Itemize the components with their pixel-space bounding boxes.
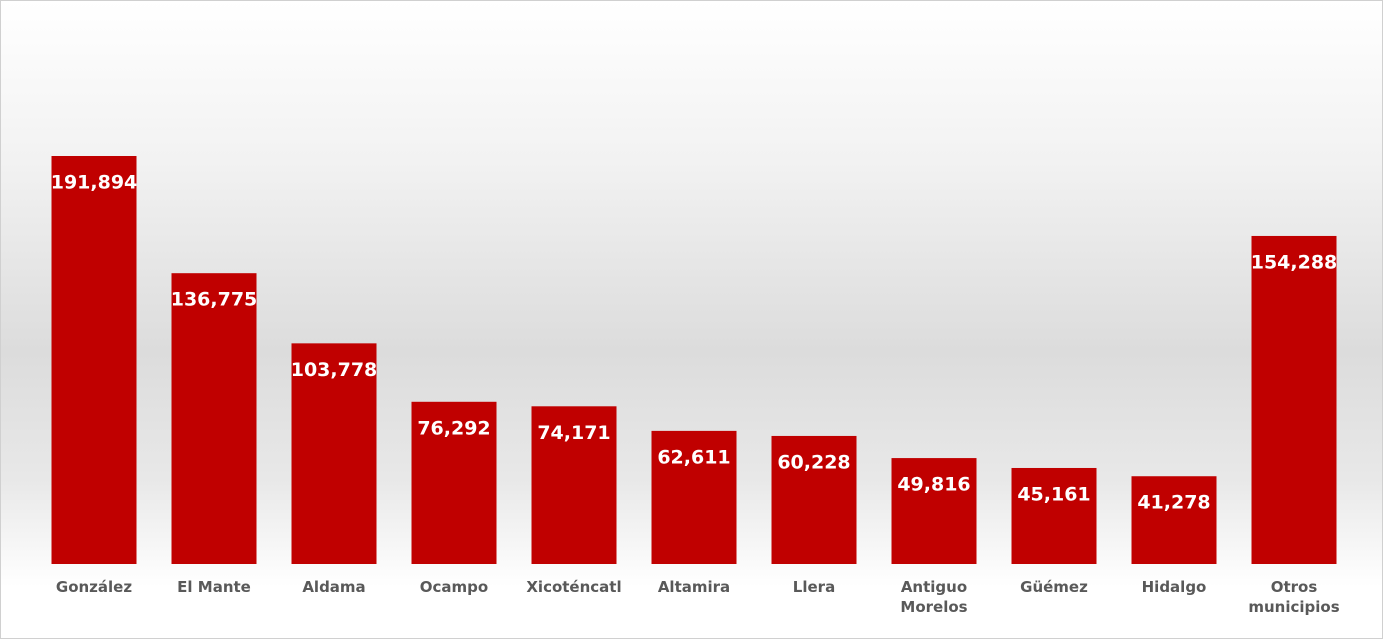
category-label: Hidalgo	[1141, 578, 1207, 596]
value-label: 74,171	[537, 422, 610, 444]
category-label: Güémez	[1020, 578, 1088, 596]
value-label: 154,288	[1251, 251, 1338, 273]
category-label: Aldama	[302, 578, 366, 596]
value-label: 76,292	[417, 417, 490, 439]
bar	[1131, 476, 1217, 564]
value-label: 41,278	[1137, 492, 1210, 514]
value-label: 45,161	[1017, 483, 1090, 505]
category-label: Altamira	[657, 578, 731, 596]
category-label: González	[55, 578, 133, 596]
bar	[411, 401, 497, 564]
category-label: Otros municipios	[1248, 578, 1340, 616]
bar	[1251, 235, 1337, 564]
category-label: Llera	[792, 578, 836, 596]
bar	[771, 435, 857, 564]
value-label: 191,894	[51, 172, 138, 194]
bar	[171, 273, 257, 564]
bar	[891, 458, 977, 564]
value-label: 103,778	[291, 359, 378, 381]
category-label: Xicoténcatl	[526, 578, 622, 596]
value-label: 136,775	[171, 289, 258, 311]
bar	[651, 430, 737, 564]
category-label: Ocampo	[419, 578, 489, 596]
bar	[531, 406, 617, 564]
category-label: Antiguo Morelos	[900, 578, 968, 616]
bar	[1011, 467, 1097, 564]
bar	[291, 343, 377, 564]
value-label: 62,611	[657, 446, 730, 468]
value-label: 49,816	[897, 474, 970, 496]
category-label: El Mante	[177, 578, 251, 596]
bar	[51, 156, 137, 564]
value-label: 60,228	[777, 451, 850, 473]
